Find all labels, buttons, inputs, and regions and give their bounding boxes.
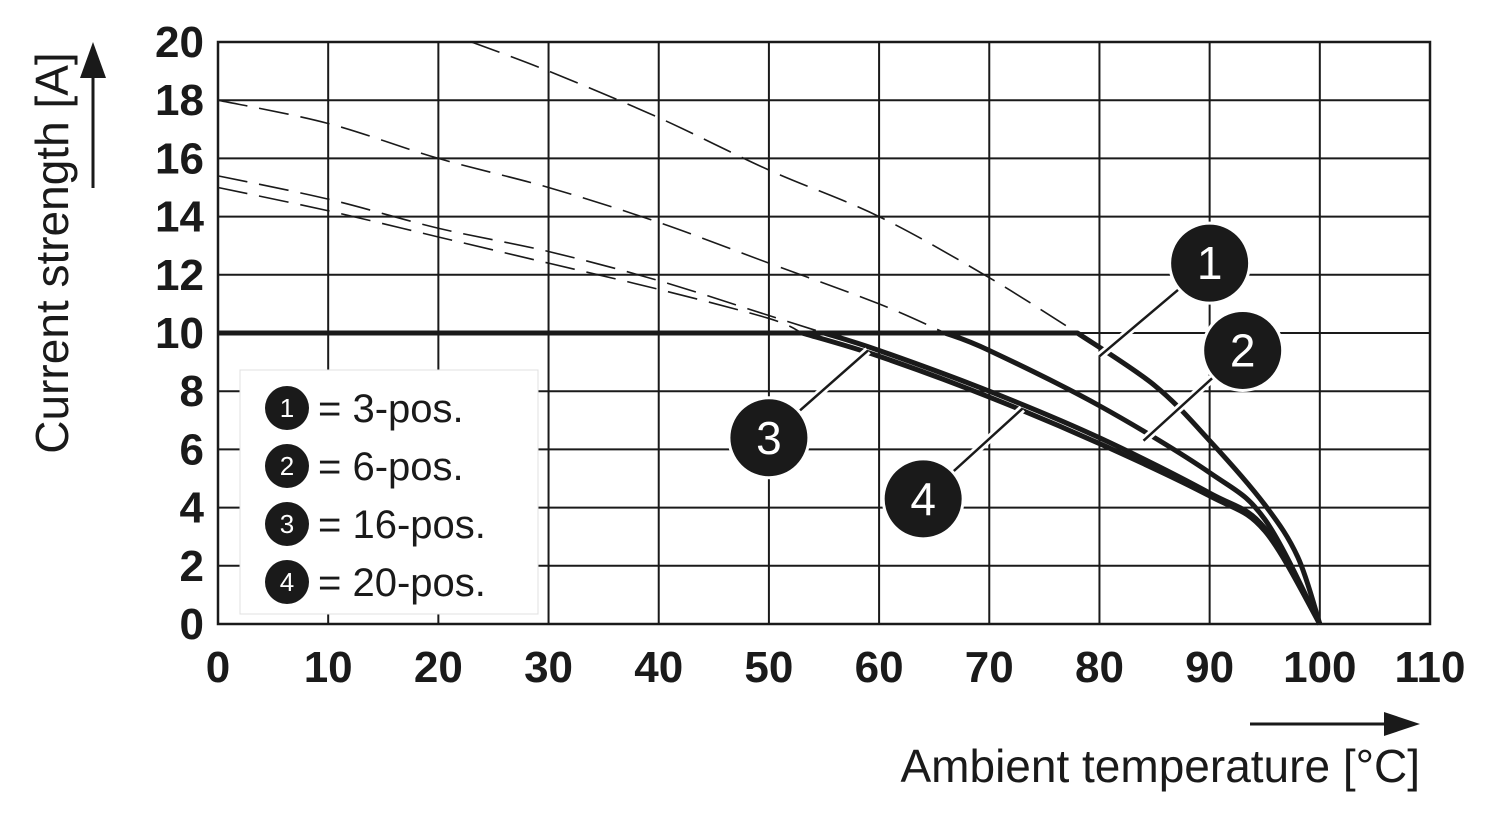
y-tick-label: 10 bbox=[155, 309, 204, 358]
series-4-line bbox=[218, 330, 1322, 626]
callout-1-label: 1 bbox=[1197, 237, 1223, 289]
y-axis-label: Current strength [A] bbox=[26, 52, 78, 453]
callout-3-label: 3 bbox=[756, 412, 782, 464]
x-tick-label: 60 bbox=[855, 643, 904, 692]
legend-label-1: = 3-pos. bbox=[318, 387, 464, 431]
callouts: 12 3 4 bbox=[727, 221, 1285, 541]
x-tick-label: 20 bbox=[414, 643, 463, 692]
x-tick-label: 100 bbox=[1283, 643, 1356, 692]
x-tick-label: 10 bbox=[304, 643, 353, 692]
x-tick-label: 40 bbox=[634, 643, 683, 692]
legend-marker-2 bbox=[265, 444, 309, 488]
legend-label-3: = 16-pos. bbox=[318, 503, 486, 547]
legend-label-4: = 20-pos. bbox=[318, 561, 486, 605]
y-tick-label: 12 bbox=[155, 251, 204, 300]
y-tick-label: 8 bbox=[180, 367, 204, 416]
callout-2-badge bbox=[1201, 308, 1285, 392]
dashed-extensions bbox=[217, 41, 1078, 334]
y-tick-label: 0 bbox=[180, 600, 204, 649]
legend-marker-4 bbox=[265, 560, 309, 604]
legend-marker-2-number: 2 bbox=[280, 451, 294, 481]
legend-marker-3-number: 3 bbox=[280, 509, 294, 539]
legend-marker-3 bbox=[265, 502, 309, 546]
x-tick-label: 30 bbox=[524, 643, 573, 692]
x-tick-label: 0 bbox=[206, 643, 230, 692]
callout-1-badge bbox=[1168, 221, 1252, 305]
tick-labels: 0 10 20 30 40 50 60 70 80 90 100 110024681012141618… bbox=[155, 18, 1465, 692]
y-tick-label: 16 bbox=[155, 134, 204, 183]
series-4-dashed-line bbox=[217, 186, 803, 334]
x-tick-label: 90 bbox=[1185, 643, 1234, 692]
callout-4-label: 4 bbox=[910, 473, 936, 525]
x-tick-label: 70 bbox=[965, 643, 1014, 692]
y-tick-label: 6 bbox=[180, 425, 204, 474]
y-tick-label: 20 bbox=[155, 18, 204, 67]
legend-marker-4-number: 4 bbox=[280, 567, 294, 597]
legend: 1 = 3-pos. 2 = 6-pos. 3 = 16-pos. 4 = 20-pos. bbox=[239, 369, 539, 615]
y-tick-label: 2 bbox=[180, 542, 204, 591]
y-axis-arrow bbox=[80, 42, 106, 188]
series-1-dashed-line bbox=[471, 41, 1078, 334]
x-tick-label: 80 bbox=[1075, 643, 1124, 692]
y-tick-label: 4 bbox=[180, 484, 205, 533]
y-tick-label: 18 bbox=[155, 76, 204, 125]
callout-2-label: 2 bbox=[1230, 324, 1256, 376]
x-axis-label: Ambient temperature [°C] bbox=[901, 740, 1421, 792]
legend-marker-1-number: 1 bbox=[280, 393, 294, 423]
y-tick-label: 14 bbox=[155, 193, 204, 242]
callout-4-badge bbox=[881, 457, 965, 541]
x-tick-label: 110 bbox=[1395, 643, 1466, 692]
legend-label-2: = 6-pos. bbox=[318, 445, 464, 489]
callout-3-badge bbox=[727, 396, 811, 480]
series-3-dashed-line bbox=[217, 175, 825, 334]
x-axis-arrow bbox=[1250, 712, 1420, 736]
series-1-line bbox=[218, 330, 1323, 625]
legend-marker-1 bbox=[265, 386, 309, 430]
series-2-dashed-line bbox=[217, 99, 946, 334]
x-tick-label: 50 bbox=[744, 643, 793, 692]
